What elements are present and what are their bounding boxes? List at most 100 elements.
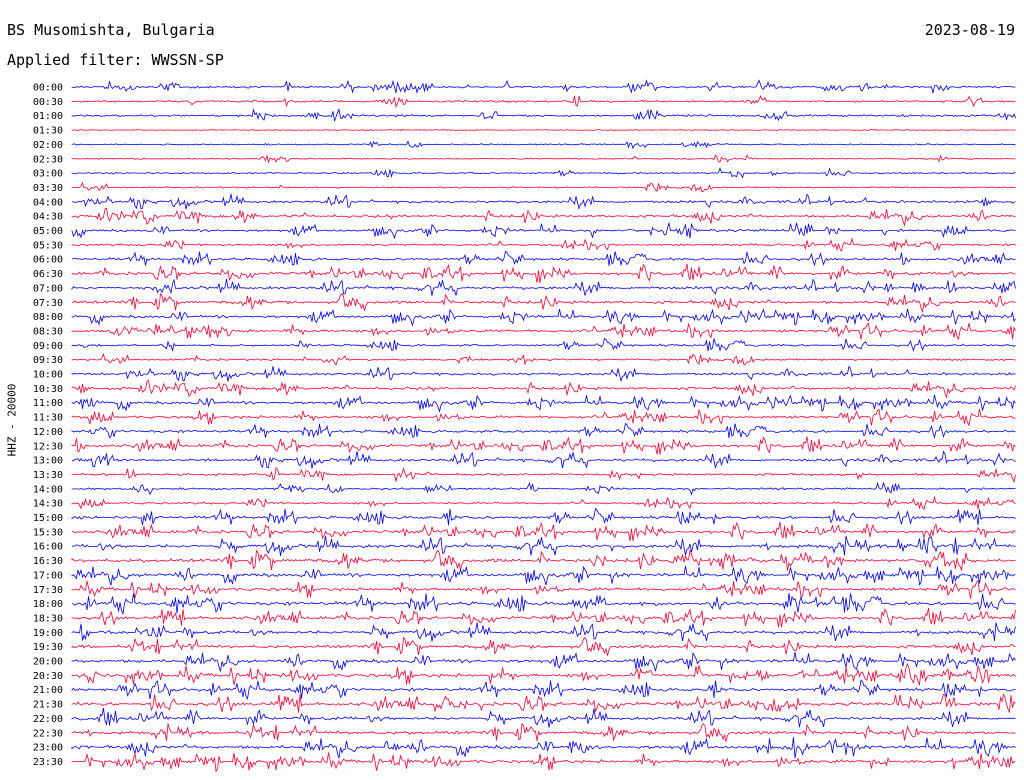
trace-row-1830 [71, 608, 1016, 628]
time-tick-label: 04:30 [33, 212, 63, 223]
trace-row-0030 [71, 95, 1016, 108]
time-tick-label: 11:30 [33, 413, 63, 424]
trace-row-1900 [71, 622, 1016, 642]
trace-row-0130 [71, 129, 1016, 132]
time-tick-label: 23:30 [33, 757, 63, 768]
time-tick-label: 04:00 [33, 197, 63, 208]
trace-row-0500 [71, 221, 1016, 240]
trace-row-0930 [71, 352, 1016, 366]
trace-row-1100 [71, 394, 1016, 413]
trace-row-0330 [71, 181, 1016, 193]
time-tick-label: 20:00 [33, 657, 63, 668]
time-tick-label: 01:30 [33, 126, 63, 137]
filter-label: Applied filter: WWSSN-SP [7, 51, 224, 69]
trace-row-1500 [71, 507, 1016, 526]
time-tick-label: 10:00 [33, 370, 63, 381]
date-label: 2023-08-19 [924, 21, 1015, 39]
trace-row-2030 [71, 663, 1016, 687]
time-tick-label: 09:00 [33, 341, 63, 352]
time-tick-label: 14:00 [33, 484, 63, 495]
time-tick-label: 00:30 [33, 97, 63, 108]
trace-row-0000 [71, 79, 1016, 95]
time-tick-label: 12:00 [33, 427, 63, 438]
time-tick-label: 16:00 [33, 542, 63, 553]
trace-row-1600 [71, 535, 1016, 557]
time-tick-label: 02:30 [33, 154, 63, 165]
time-tick-label: 21:00 [33, 685, 63, 696]
time-tick-label: 15:00 [33, 513, 63, 524]
time-tick-label: 00:00 [33, 83, 63, 94]
trace-row-0900 [71, 337, 1016, 352]
time-tick-label: 21:30 [33, 700, 63, 711]
time-tick-label: 07:00 [33, 283, 63, 294]
time-tick-label: 08:30 [33, 326, 63, 337]
trace-row-0530 [71, 237, 1016, 252]
trace-row-1300 [71, 450, 1016, 469]
time-tick-label: 05:00 [33, 226, 63, 237]
time-tick-group: 00:00 00:30 01:00 01:30 02:00 02:30 03:00 03:30… [33, 83, 63, 768]
time-tick-label: 03:00 [33, 169, 63, 180]
trace-row-1000 [71, 365, 1016, 383]
trace-row-0230 [71, 154, 1016, 164]
time-tick-label: 13:30 [33, 470, 63, 481]
trace-row-1730 [71, 579, 1016, 599]
time-tick-label: 02:00 [33, 140, 63, 151]
time-tick-label: 18:00 [33, 599, 63, 610]
time-tick-label: 05:30 [33, 240, 63, 251]
trace-row-1130 [71, 408, 1016, 427]
trace-row-0700 [71, 278, 1016, 296]
trace-row-0200 [71, 140, 1016, 150]
trace-row-2330 [71, 752, 1016, 773]
trace-row-1030 [71, 379, 1016, 399]
time-tick-label: 15:30 [33, 527, 63, 538]
trace-row-2100 [71, 679, 1016, 701]
time-tick-label: 22:30 [33, 728, 63, 739]
station-title: BS Musomishta, Bulgaria [7, 21, 215, 39]
time-tick-label: 06:30 [33, 269, 63, 280]
time-tick-label: 16:30 [33, 556, 63, 567]
trace-row-1400 [71, 481, 1016, 496]
time-tick-label: 22:00 [33, 714, 63, 725]
trace-row-1630 [71, 548, 1016, 572]
trace-row-1200 [71, 422, 1016, 439]
trace-row-0730 [71, 292, 1016, 314]
trace-row-2000 [71, 651, 1016, 672]
time-tick-label: 10:30 [33, 384, 63, 395]
trace-row-1530 [71, 521, 1016, 542]
time-tick-label: 07:30 [33, 298, 63, 309]
time-tick-label: 17:30 [33, 585, 63, 596]
trace-row-0800 [71, 308, 1016, 327]
trace-row-0600 [71, 250, 1016, 267]
time-tick-label: 11:00 [33, 398, 63, 409]
trace-row-1700 [71, 565, 1016, 586]
trace-row-0430 [71, 207, 1016, 227]
time-tick-label: 03:30 [33, 183, 63, 194]
trace-row-2130 [71, 693, 1016, 714]
time-tick-label: 12:30 [33, 441, 63, 452]
time-tick-label: 20:30 [33, 671, 63, 682]
trace-row-0630 [71, 263, 1016, 283]
time-tick-label: 01:00 [33, 111, 63, 122]
trace-row-0300 [71, 167, 1016, 179]
time-tick-label: 13:00 [33, 456, 63, 467]
time-tick-label: 17:00 [33, 570, 63, 581]
trace-row-1930 [71, 636, 1016, 656]
time-tick-label: 06:00 [33, 255, 63, 266]
time-tick-label: 09:30 [33, 355, 63, 366]
trace-row-1430 [71, 495, 1016, 511]
trace-row-0100 [71, 108, 1016, 122]
trace-row-1230 [71, 436, 1016, 455]
time-tick-label: 19:00 [33, 628, 63, 639]
time-tick-label: 19:30 [33, 642, 63, 653]
time-tick-label: 14:30 [33, 499, 63, 510]
time-tick-label: 18:30 [33, 613, 63, 624]
trace-row-1330 [71, 467, 1016, 483]
time-tick-label: 23:00 [33, 743, 63, 754]
trace-row-1800 [71, 592, 1016, 616]
trace-row-0400 [71, 193, 1016, 211]
trace-row-2300 [71, 737, 1016, 759]
trace-row-0830 [71, 322, 1016, 341]
trace-row-2200 [71, 707, 1016, 728]
trace-row-2230 [71, 722, 1016, 742]
